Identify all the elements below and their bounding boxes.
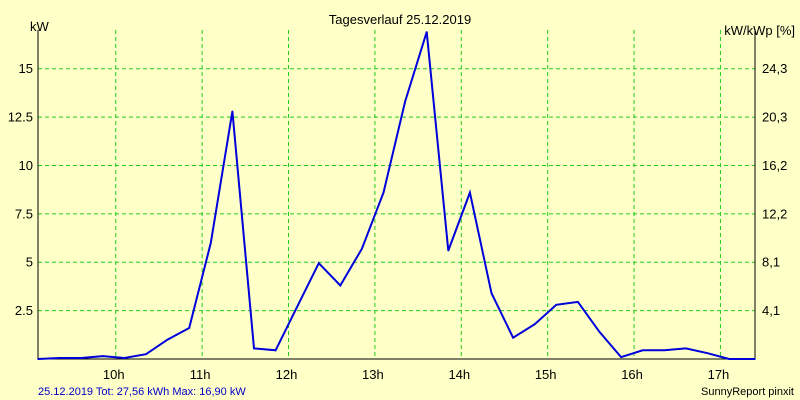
x-tick-label: 17h: [708, 367, 730, 382]
data-point: [490, 292, 493, 295]
y-axis-label-right: kW/kWp [%]: [724, 23, 795, 38]
grid-lines: [38, 30, 755, 359]
data-point: [469, 191, 471, 194]
y-tick-label: 12.5: [8, 110, 33, 125]
data-point: [598, 331, 601, 333]
data-point: [663, 349, 666, 352]
footer-credit: SunnyReport pinxit: [701, 386, 794, 398]
data-point: [685, 347, 687, 350]
data-point: [58, 357, 61, 359]
data-point: [425, 31, 428, 33]
tick-labels: 2.5 5 7.5 10 12.5 15 4,1 8,1 12,2 16,2 20,3 24,3 10h…: [8, 61, 788, 382]
y-tick-label: 10: [19, 158, 33, 173]
series-layer: [37, 31, 756, 360]
data-point: [382, 191, 385, 194]
y-right-tick-label: 20,3: [762, 110, 787, 125]
y-right-tick-label: 12,2: [762, 206, 787, 221]
y-tick-label: 5: [26, 255, 33, 270]
data-point: [37, 358, 39, 360]
data-point: [577, 301, 579, 303]
data-point: [317, 262, 320, 265]
x-tick-label: 16h: [621, 367, 643, 382]
y-axis-label-left: kW: [30, 19, 50, 34]
data-point: [101, 355, 104, 357]
chart-title: Tagesverlauf 25.12.2019: [329, 12, 471, 27]
series-line: [37, 31, 755, 360]
data-point: [404, 100, 406, 103]
plot-area: [38, 30, 755, 359]
x-tick-label: 10h: [103, 367, 125, 382]
data-point: [512, 336, 514, 339]
data-point: [620, 356, 622, 358]
data-point: [728, 358, 730, 360]
data-point: [533, 323, 536, 325]
data-point: [361, 247, 363, 250]
x-tick-label: 15h: [535, 367, 557, 382]
y-tick-label: 15: [19, 61, 33, 76]
data-point: [166, 338, 169, 341]
y-right-tick-label: 8,1: [762, 255, 780, 270]
y-right-tick-label: 4,1: [762, 303, 780, 318]
data-point: [641, 349, 644, 352]
x-tick-label: 13h: [362, 367, 384, 382]
data-point: [706, 352, 709, 354]
y-right-tick-label: 24,3: [762, 61, 787, 76]
y-tick-label: 2.5: [15, 303, 33, 318]
data-point: [145, 353, 147, 355]
data-point: [209, 242, 212, 244]
data-point: [188, 327, 190, 329]
data-point: [754, 358, 756, 360]
y-right-tick-label: 16,2: [762, 158, 787, 173]
footer-summary: 25.12.2019 Tot: 27,56 kWh Max: 16,90 kW: [38, 386, 246, 398]
data-point: [80, 357, 82, 359]
data-point: [339, 284, 342, 287]
axes: [37, 30, 756, 360]
data-point: [123, 357, 126, 359]
x-tick-label: 14h: [448, 367, 470, 382]
data-point: [555, 304, 558, 306]
data-point: [447, 249, 450, 252]
data-point: [231, 110, 234, 113]
y-tick-label: 7.5: [15, 206, 33, 221]
x-tick-label: 11h: [190, 367, 211, 382]
x-tick-label: 12h: [276, 367, 298, 382]
data-point: [296, 305, 298, 308]
data-point: [253, 347, 255, 350]
data-point: [274, 349, 277, 352]
